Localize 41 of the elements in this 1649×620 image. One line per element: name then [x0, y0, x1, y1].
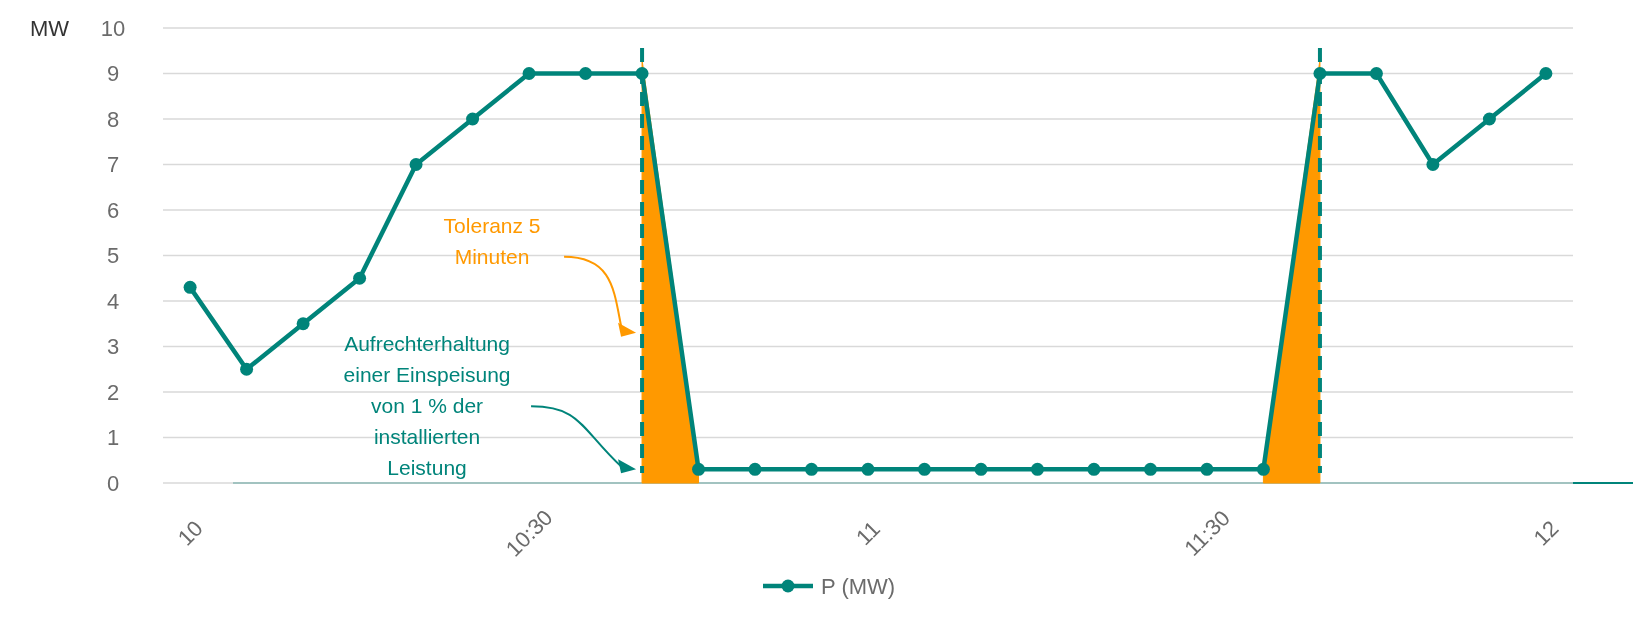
y-tick-label: 8: [106, 106, 120, 132]
point: [353, 271, 367, 285]
y-tick-label: 5: [106, 243, 120, 269]
point: [1143, 462, 1157, 476]
x-tick-label: 12: [1528, 515, 1564, 551]
y-axis-title: MW: [30, 16, 70, 41]
point: [917, 462, 931, 476]
point: [1256, 462, 1270, 476]
y-tick-label: 10: [100, 15, 126, 41]
point: [1030, 462, 1044, 476]
y-tick-label: 3: [106, 334, 120, 360]
point: [1426, 158, 1440, 171]
y-tick-label: 1: [106, 425, 120, 451]
point: [748, 462, 762, 476]
annotation: Aufrechterhaltung einer Einspeisung von 1 % der installierten Leistung: [343, 332, 511, 480]
point: [861, 462, 875, 476]
y-tick-label: 6: [106, 197, 120, 223]
point: [1087, 462, 1101, 476]
y-tick-label: 2: [106, 379, 120, 405]
y-tick-label: 9: [106, 61, 120, 87]
point: [1369, 67, 1383, 80]
point: [522, 67, 536, 80]
point: [1200, 462, 1214, 476]
point: [692, 462, 706, 476]
point: [805, 462, 819, 476]
y-tick-label: 7: [106, 152, 120, 178]
point: [974, 462, 988, 476]
legend-label: P (MW): [821, 573, 896, 599]
x-tick-label: 11: [851, 516, 886, 551]
point: [579, 67, 593, 80]
point: [409, 158, 423, 171]
point: [466, 112, 480, 126]
point: [240, 362, 254, 376]
annotation: Toleranz 5 Minuten: [443, 213, 541, 268]
y-tick-label: 4: [106, 288, 120, 314]
point: [1539, 67, 1553, 80]
point: [1482, 112, 1496, 126]
point: [183, 280, 197, 294]
y-tick-label: 0: [106, 470, 120, 496]
point: [296, 317, 310, 331]
x-tick-label: 10: [172, 515, 208, 551]
